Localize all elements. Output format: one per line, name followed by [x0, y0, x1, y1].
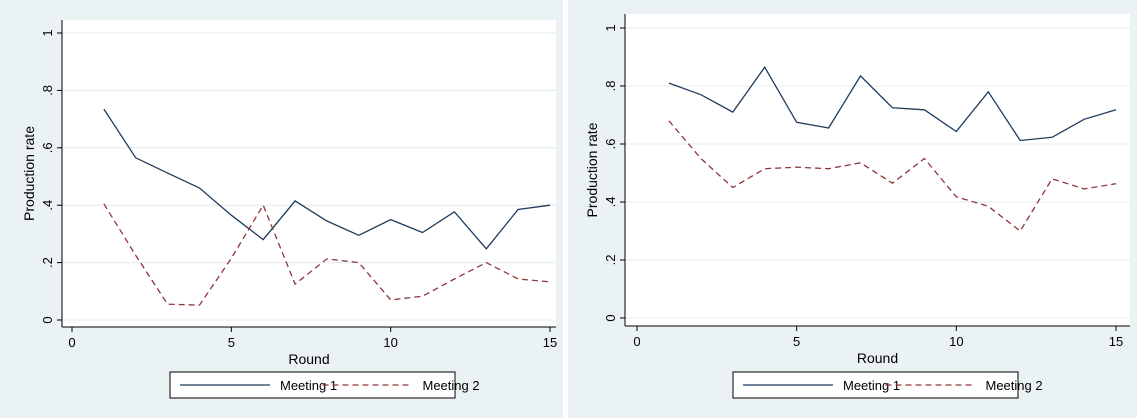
legend-label-meeting-2: Meeting 2	[986, 378, 1043, 393]
series-line-meeting-1	[668, 66, 1117, 142]
y-tick-label: .6	[603, 139, 618, 150]
x-tick-label: 0	[633, 334, 640, 349]
plot-area	[62, 20, 556, 327]
x-axis-title: Round	[288, 351, 329, 367]
legend-label-meeting-1: Meeting 1	[843, 378, 900, 393]
legend-label-meeting-1: Meeting 1	[280, 378, 337, 393]
x-tick-label: 10	[383, 335, 397, 350]
x-tick-label: 5	[793, 334, 800, 349]
x-tick-label: 15	[1109, 334, 1123, 349]
series-line-meeting-2	[668, 120, 1117, 232]
y-axis-title: Production rate	[584, 122, 600, 217]
series-line-meeting-2	[103, 203, 551, 306]
y-tick-label: .6	[40, 142, 55, 153]
x-tick-label: 15	[543, 335, 557, 350]
y-tick-label: 0	[603, 314, 618, 321]
series-line-meeting-1	[103, 108, 551, 250]
plot-area	[625, 14, 1130, 326]
y-tick-label: .4	[40, 200, 55, 211]
legend: Meeting 1 Meeting 2	[732, 371, 1043, 399]
x-tick-label: 5	[228, 335, 235, 350]
chart-panel-left: 0.2.4.6.8 1 0 5 10 15 Round Production rate Meet…	[0, 0, 563, 418]
x-axis-title: Round	[857, 350, 898, 366]
y-tick-label: .2	[603, 255, 618, 266]
y-tick-label: 0	[40, 316, 55, 323]
x-tick-label: 0	[68, 335, 75, 350]
y-tick-label: 1	[40, 29, 55, 36]
legend-label-meeting-2: Meeting 2	[423, 378, 480, 393]
x-tick-label: 10	[949, 334, 963, 349]
y-tick-label: .4	[603, 197, 618, 208]
y-tick-label: .2	[40, 257, 55, 268]
legend: Meeting 1 Meeting 2	[169, 371, 480, 399]
y-axis-title: Production rate	[21, 126, 37, 221]
y-tick-label: 1	[603, 24, 618, 31]
chart-panel-right: 0.2.4.6.8 1 0 5 10 15 Round Production rate Meet…	[568, 0, 1137, 418]
y-tick-label: .8	[40, 85, 55, 96]
y-tick-label: .8	[603, 81, 618, 92]
